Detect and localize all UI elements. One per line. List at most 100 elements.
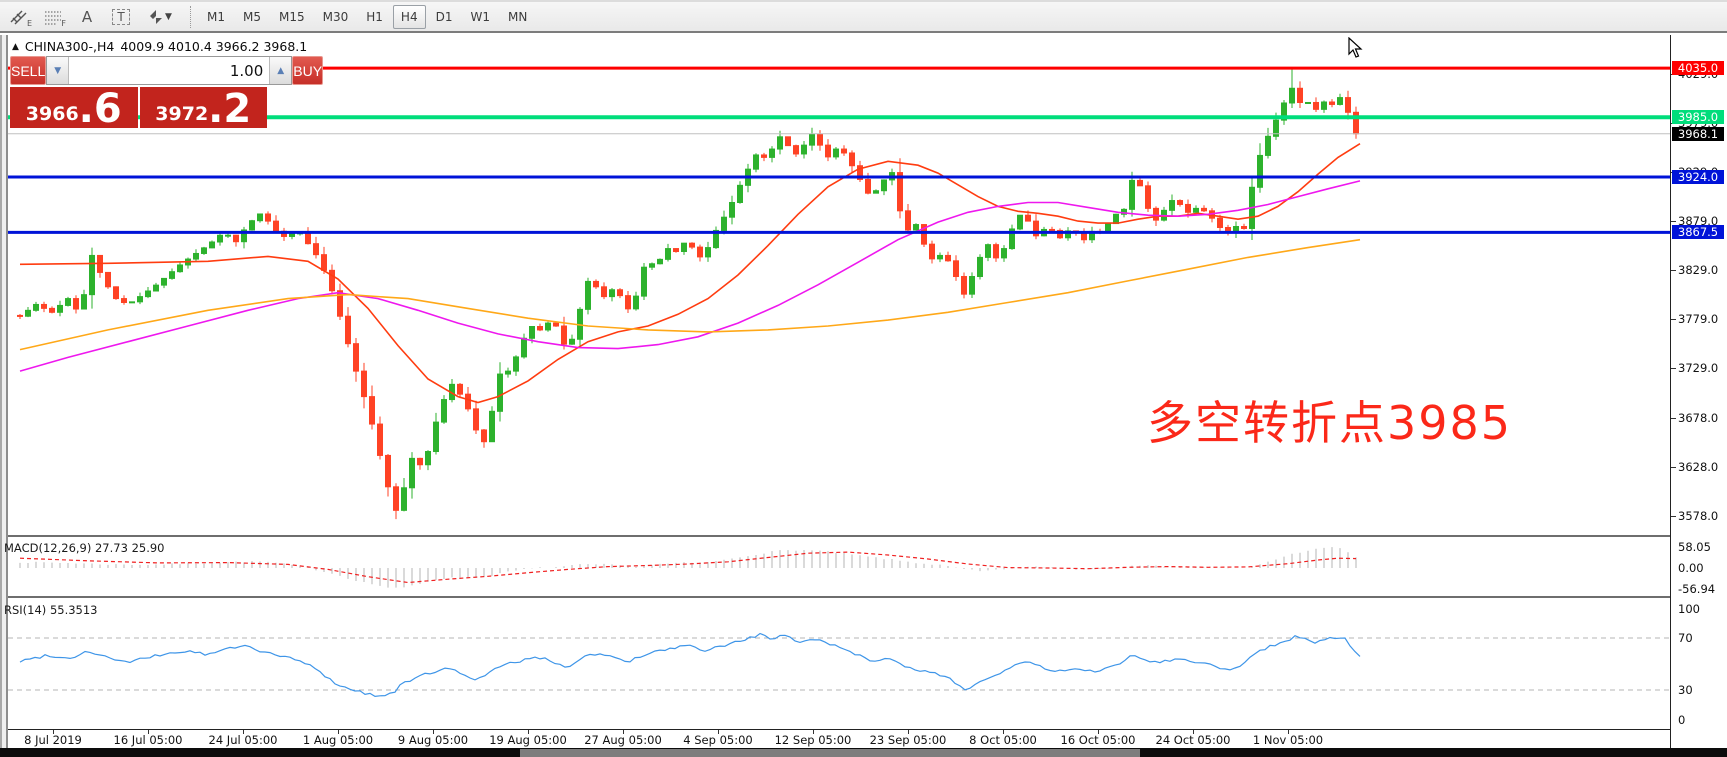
sell-price-display[interactable]: 3966.6 [10,87,138,128]
equidistant-channel-icon[interactable]: E [4,5,34,29]
timeframe-button-M30[interactable]: M30 [322,9,349,24]
candle [1337,97,1343,105]
candle [473,408,479,431]
candle [33,303,39,311]
timeframe-button-W1[interactable]: W1 [470,9,490,24]
pane-separator[interactable] [8,596,1670,598]
timeframe-button-M15[interactable]: M15 [279,9,305,24]
candle [593,280,599,288]
timeframe-group: M1 M5 M15 M30 H1 H4 D1 W1 MN [199,4,537,29]
price-tickmark [1671,418,1676,420]
buy-price-display[interactable]: 3972.2 [139,87,267,128]
candle [1329,101,1335,105]
price-tick-label: 3578.0 [1678,509,1719,524]
candle [241,229,247,243]
time-tickmark [1098,730,1099,734]
price-tick-label: 3678.0 [1678,411,1719,426]
timeframe-button-H1[interactable]: H1 [366,9,383,24]
chart-annotation-text: 多空转折点3985 [1147,396,1513,450]
text-label-icon[interactable]: T [106,5,136,29]
candle [865,178,871,194]
rsi-line [19,632,1361,698]
candle [121,298,127,303]
candle [657,258,663,265]
candle [873,190,879,194]
arrows-tool-icon[interactable]: ▼ [140,5,180,29]
candle [497,373,503,412]
candle [905,210,911,231]
price-tickmark [1671,368,1676,370]
timeframe-button-MN[interactable]: MN [507,9,528,24]
volume-input[interactable] [69,57,270,84]
candle [321,254,327,271]
price-tick-label: 3779.0 [1678,312,1719,327]
price-tickmark [1671,319,1676,321]
candle [1281,102,1287,121]
volume-decrease-button[interactable]: ▼ [47,57,70,84]
candle [1265,135,1271,156]
text-icon[interactable]: A [81,7,93,26]
candle [585,280,591,310]
candle [505,370,511,375]
time-label: 8 Oct 05:00 [969,733,1037,747]
candle [721,216,727,231]
timeframe-button-M1[interactable]: M1 [207,9,225,24]
candle [65,298,71,306]
candle [1313,101,1319,110]
candle [329,269,335,292]
candle [201,247,207,254]
candle [1001,248,1007,259]
candle [217,234,223,243]
candle [481,429,487,443]
candle [1193,207,1199,213]
candle [793,145,799,155]
timeframe-button-H4[interactable]: H4 [392,4,426,29]
pane-separator[interactable] [8,535,1670,537]
time-label: 24 Oct 05:00 [1155,733,1231,747]
sell-button[interactable]: SELL [10,56,47,85]
candle [385,454,391,488]
ma-mid-magenta [19,180,1361,372]
timeframe-button-D1[interactable]: D1 [435,9,453,24]
fibonacci-retracement-icon[interactable]: F [45,10,66,28]
candle [1185,203,1191,213]
volume-increase-button[interactable]: ▲ [269,57,292,84]
macd-label: MACD(12,26,9) 27.73 25.90 [4,541,165,555]
candle [353,343,359,372]
price-level-badge: 3924.0 [1672,170,1724,184]
candle [1017,214,1023,230]
candle [689,242,695,248]
candle [529,326,535,339]
candle [553,322,559,327]
candle [305,232,311,245]
candle [833,148,839,158]
candle [1345,97,1351,113]
mouse-cursor-icon [1348,37,1363,58]
candle [825,144,831,158]
candle [209,241,215,249]
time-axis[interactable]: 8 Jul 2019 16 Jul 05:00 24 Jul 05:00 1 Aug … [8,729,1670,748]
candle [1241,226,1247,229]
candle [681,242,687,253]
candle [113,286,119,300]
timeframe-button-M5[interactable]: M5 [243,9,261,24]
candle [1129,179,1135,210]
candle [1321,101,1327,110]
rsi-axis-label: 30 [1678,683,1693,697]
time-label: 8 Jul 2019 [24,733,82,747]
collapse-panel-icon[interactable]: ▲ [12,41,19,52]
candle [489,410,495,443]
candle [393,486,399,511]
rsi-axis-label: 70 [1678,631,1693,645]
candle [1121,208,1127,215]
price-axis[interactable]: 4029.03979.03929.03879.03829.03779.03729… [1670,35,1727,748]
candle [169,271,175,279]
candle [73,298,79,310]
symbol-label: CHINA300-,H4 [24,39,115,54]
price-tick-label: 3729.0 [1678,361,1719,376]
buy-button[interactable]: BUY [292,56,324,85]
candle [409,457,415,489]
candle [17,314,23,317]
candle [697,246,703,258]
candle [1153,207,1159,221]
